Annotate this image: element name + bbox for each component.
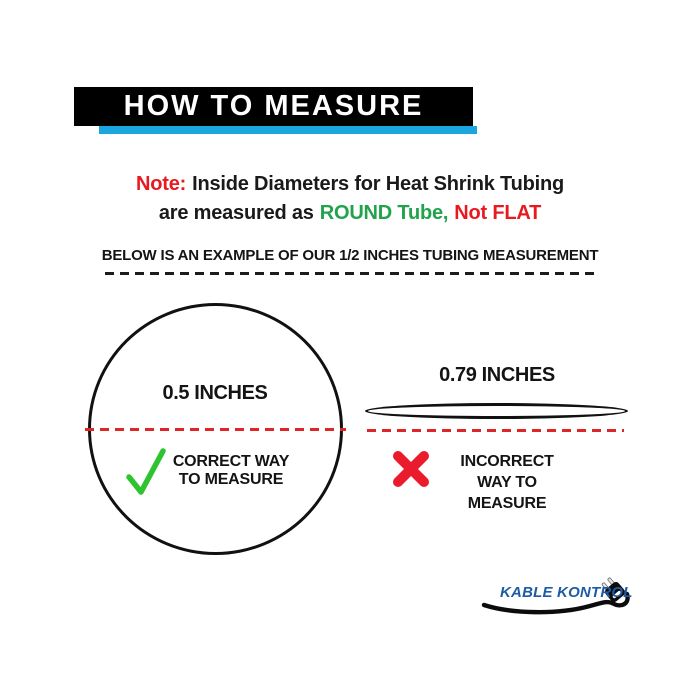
note-line2-black: are measured as	[158, 202, 314, 224]
correct-caption-line2: TO MEASURE	[178, 471, 284, 488]
flat-width-label: 0.79 INCHES	[439, 364, 555, 386]
correct-caption: CORRECT WAY TO MEASURE	[151, 453, 311, 489]
title-underline-bar	[99, 126, 477, 134]
note-line-2: are measured as ROUND Tube, Not FLAT	[30, 199, 670, 228]
incorrect-caption-line1: INCORRECT	[460, 453, 554, 470]
page-title: HOW TO MEASURE	[123, 90, 424, 122]
flat-width-dashed-line	[367, 429, 624, 432]
note-block: Note: Inside Diameters for Heat Shrink T…	[30, 170, 670, 228]
note-line-1: Note: Inside Diameters for Heat Shrink T…	[30, 170, 670, 199]
title-banner: HOW TO MEASURE	[74, 87, 473, 126]
example-heading: BELOW IS AN EXAMPLE OF OUR 1/2 INCHES TU…	[101, 247, 599, 264]
cable-plug-icon	[481, 577, 630, 615]
flat-tube-ellipse	[365, 403, 628, 419]
note-line1-text: Inside Diameters for Heat Shrink Tubing	[192, 173, 564, 195]
correct-caption-line1: CORRECT WAY	[172, 453, 290, 470]
brand-name: KABLE KONTROL	[500, 584, 633, 601]
incorrect-caption-line2: WAY TO	[477, 474, 537, 491]
round-diameter-label: 0.5 INCHES	[162, 382, 268, 404]
incorrect-caption: INCORRECT WAY TO MEASURE	[427, 451, 587, 514]
incorrect-caption-line3: MEASURE	[467, 495, 547, 512]
x-icon	[393, 451, 429, 487]
note-prefix: Note:	[135, 173, 187, 195]
note-line2-red: Not FLAT	[454, 202, 542, 224]
note-line2-green: ROUND Tube,	[319, 202, 449, 224]
round-diameter-dashed-line	[85, 428, 346, 431]
check-icon	[126, 448, 166, 495]
dashed-separator	[105, 272, 596, 275]
